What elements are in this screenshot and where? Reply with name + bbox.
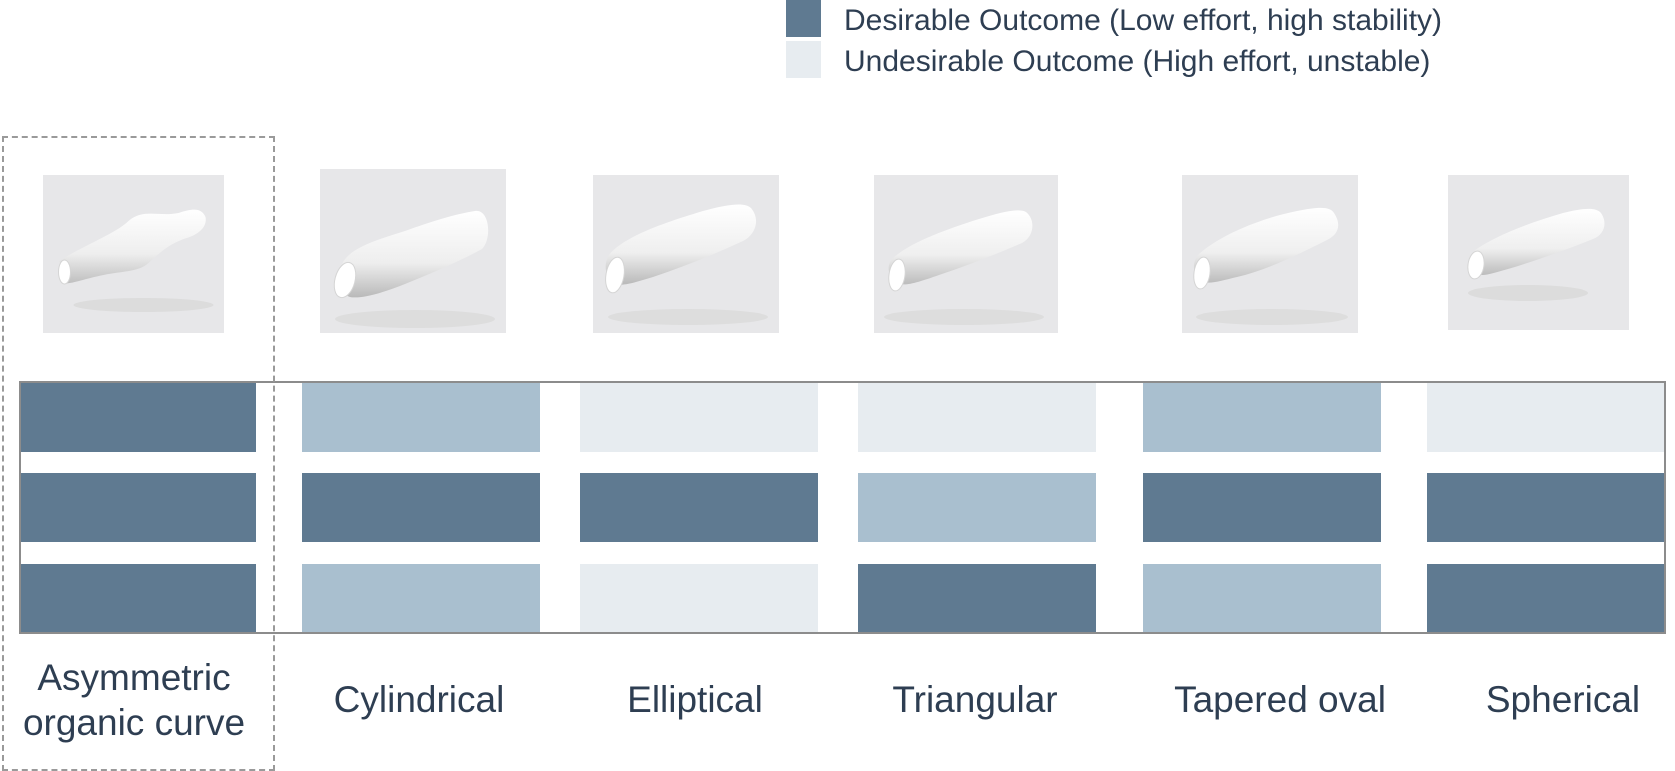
legend-label-undesirable: Undesirable Outcome (High effort, unstab…	[844, 45, 1431, 78]
matrix-cell-r1-c4	[858, 383, 1096, 452]
spherical-shape	[1467, 208, 1605, 301]
matrix-cell-r3-c3	[580, 564, 818, 633]
elliptical-icon	[593, 175, 779, 333]
tapered-oval-shape	[1193, 207, 1348, 325]
asymmetric-organic-curve-shape	[58, 209, 214, 312]
column-label-line: Tapered oval	[1174, 679, 1386, 720]
triangular-icon	[874, 175, 1058, 333]
column-label-line: Asymmetric	[37, 657, 231, 698]
column-label-line: Triangular	[892, 679, 1058, 720]
cylindrical-icon	[320, 169, 506, 333]
column-label-line: Cylindrical	[333, 679, 505, 720]
legend-label-desirable: Desirable Outcome (Low effort, high stab…	[844, 4, 1443, 37]
matrix-cell-r1-c3	[580, 383, 818, 452]
column-label-4: Triangular	[825, 677, 1125, 722]
column-label-line: Spherical	[1485, 679, 1641, 720]
matrix-cell-r3-c2	[302, 564, 540, 633]
column-label-3: Elliptical	[545, 677, 845, 722]
matrix-cell-r2-c5	[1143, 473, 1381, 542]
column-label-line: Elliptical	[627, 679, 763, 720]
matrix-cell-r3-c1	[20, 564, 256, 633]
triangular-shape	[884, 210, 1044, 325]
matrix-cell-r1-c1	[20, 383, 256, 452]
column-label-1: Asymmetric organic curve	[0, 655, 284, 745]
matrix-cell-r1-c6	[1427, 383, 1665, 452]
matrix-cell-r2-c3	[580, 473, 818, 542]
column-label-line: organic curve	[22, 702, 246, 743]
spherical-icon	[1448, 175, 1629, 330]
column-label-2: Cylindrical	[269, 677, 569, 722]
matrix-cell-r1-c2	[302, 383, 540, 452]
matrix-cell-r3-c6	[1427, 564, 1665, 633]
matrix-frame	[19, 381, 1666, 634]
column-label-5: Tapered oval	[1130, 677, 1430, 722]
legend-swatch-undesirable	[786, 41, 821, 78]
elliptical-shape	[605, 204, 768, 325]
cylindrical-shape	[333, 210, 495, 328]
matrix-cell-r2-c1	[20, 473, 256, 542]
legend-swatch-desirable	[786, 0, 821, 37]
matrix-cell-r2-c2	[302, 473, 540, 542]
matrix-cell-r2-c4	[858, 473, 1096, 542]
column-label-6: Spherical	[1413, 677, 1675, 722]
matrix-cell-r3-c4	[858, 564, 1096, 633]
matrix-cell-r2-c6	[1427, 473, 1665, 542]
asymmetric-organic-curve-icon	[43, 175, 224, 333]
tapered-oval-icon	[1182, 175, 1358, 333]
matrix-cell-r3-c5	[1143, 564, 1381, 633]
matrix-cell-r1-c5	[1143, 383, 1381, 452]
